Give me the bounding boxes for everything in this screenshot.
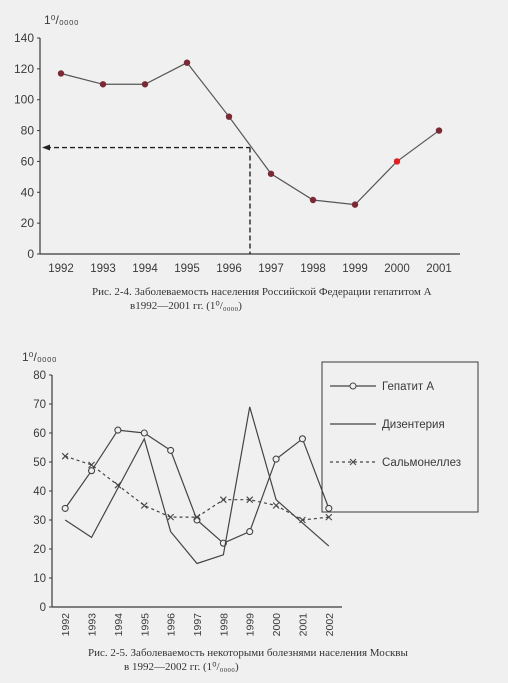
- data-point: [435, 127, 443, 134]
- y-tick-label: 120: [14, 62, 34, 76]
- x-tick-label: 2001: [297, 613, 309, 637]
- legend-marker: [349, 382, 357, 390]
- x-tick-label: 1997: [192, 613, 204, 637]
- y-tick-label: 60: [21, 154, 35, 168]
- series-line: [60, 61, 440, 206]
- chart1-caption: Рис. 2-4. Заболеваемость населения Росси…: [92, 285, 502, 313]
- x-tick-label: 1992: [48, 263, 74, 275]
- y-tick-label: 80: [33, 370, 46, 382]
- data-point: [61, 504, 69, 512]
- data-point: [114, 481, 122, 489]
- unit-label: 1⁰/₀₀₀₀: [22, 350, 57, 364]
- y-tick-label: 0: [40, 602, 46, 614]
- x-tick-label: 2002: [324, 613, 336, 637]
- y-tick-label: 20: [33, 544, 46, 556]
- data-point: [325, 513, 333, 521]
- x-tick-label: 1996: [166, 613, 178, 637]
- series-line: [64, 406, 330, 565]
- data-point: [351, 201, 359, 208]
- series-line: [64, 429, 330, 544]
- y-tick-label: 80: [21, 124, 35, 138]
- data-point: [272, 455, 280, 463]
- data-point: [167, 513, 175, 521]
- y-tick-label: 20: [21, 216, 35, 230]
- x-tick-label: 2001: [426, 263, 452, 275]
- chart1-caption-line1: Рис. 2-4. Заболеваемость населения Росси…: [92, 286, 432, 298]
- data-point: [114, 426, 122, 434]
- data-point: [141, 81, 149, 88]
- data-point: [246, 528, 254, 536]
- data-point: [267, 170, 275, 177]
- data-point: [393, 158, 401, 165]
- x-tick-label: 1999: [245, 613, 257, 637]
- data-point: [87, 467, 96, 475]
- chart2-caption-line1: Рис. 2-5. Заболеваемость некоторыми боле…: [88, 647, 408, 659]
- y-tick-label: 30: [33, 515, 46, 527]
- data-point: [57, 70, 65, 77]
- chart2-caption-line2: в 1992—2002 гг. (1⁰/₀₀₀₀): [124, 661, 239, 673]
- y-tick-label: 40: [21, 185, 35, 199]
- data-point: [299, 516, 306, 524]
- x-tick-label: 1994: [132, 263, 158, 275]
- data-point: [183, 59, 191, 66]
- y-tick-label: 0: [27, 247, 34, 261]
- chart1-caption-line2: в1992—2001 гг. (1⁰/₀₀₀₀): [130, 300, 242, 312]
- y-tick-label: 10: [33, 573, 46, 585]
- chart2-caption: Рис. 2-5. Заболеваемость некоторыми боле…: [88, 646, 498, 674]
- data-point: [88, 461, 95, 469]
- legend-marker: [349, 458, 357, 466]
- x-tick-label: 1994: [113, 613, 125, 637]
- legend-box: [321, 361, 479, 513]
- hepatitis-a-russia-chart: 0 20 40 60 80 100 120 140 1992 1993 1994 1995 1996 19…: [14, 13, 460, 275]
- unit-label: 1⁰/₀₀₀₀: [44, 13, 79, 27]
- y-tick-label: 140: [14, 31, 34, 45]
- y-tick-label: 70: [33, 399, 46, 411]
- data-point: [309, 196, 317, 204]
- x-tick-label: 2000: [384, 263, 410, 275]
- series-line: [64, 455, 329, 521]
- x-tick-label: 1997: [258, 263, 284, 275]
- x-tick-label: 1993: [90, 263, 116, 275]
- x-tick-label: 1993: [87, 613, 99, 637]
- x-tick-label: 1998: [218, 613, 230, 637]
- data-point: [246, 496, 254, 504]
- x-tick-label: 1995: [139, 613, 151, 637]
- data-point: [219, 496, 227, 504]
- y-tick-label: 50: [33, 457, 46, 469]
- data-point: [140, 502, 148, 509]
- data-point: [61, 452, 69, 460]
- legend-label: Дизентерия: [382, 419, 445, 431]
- data-point: [272, 502, 280, 509]
- data-point: [325, 504, 333, 512]
- x-tick-label: 1999: [342, 263, 368, 275]
- data-point: [225, 113, 233, 120]
- x-tick-label: 1992: [60, 613, 72, 637]
- legend-label: Гепатит А: [382, 381, 434, 393]
- legend-label: Сальмонеллез: [382, 457, 461, 469]
- y-tick-label: 40: [33, 486, 46, 498]
- data-point: [99, 81, 107, 88]
- x-tick-label: 1995: [174, 263, 200, 275]
- y-tick-label: 60: [33, 428, 46, 440]
- x-tick-label: 1996: [216, 263, 242, 275]
- data-point: [167, 446, 175, 454]
- x-tick-label: 1998: [300, 263, 326, 275]
- data-point: [140, 429, 148, 437]
- reference-arrow: [42, 144, 50, 151]
- x-tick-label: 2000: [271, 613, 283, 637]
- y-tick-label: 100: [14, 93, 34, 107]
- data-point: [193, 516, 201, 524]
- data-point: [193, 513, 201, 521]
- data-point: [298, 435, 307, 443]
